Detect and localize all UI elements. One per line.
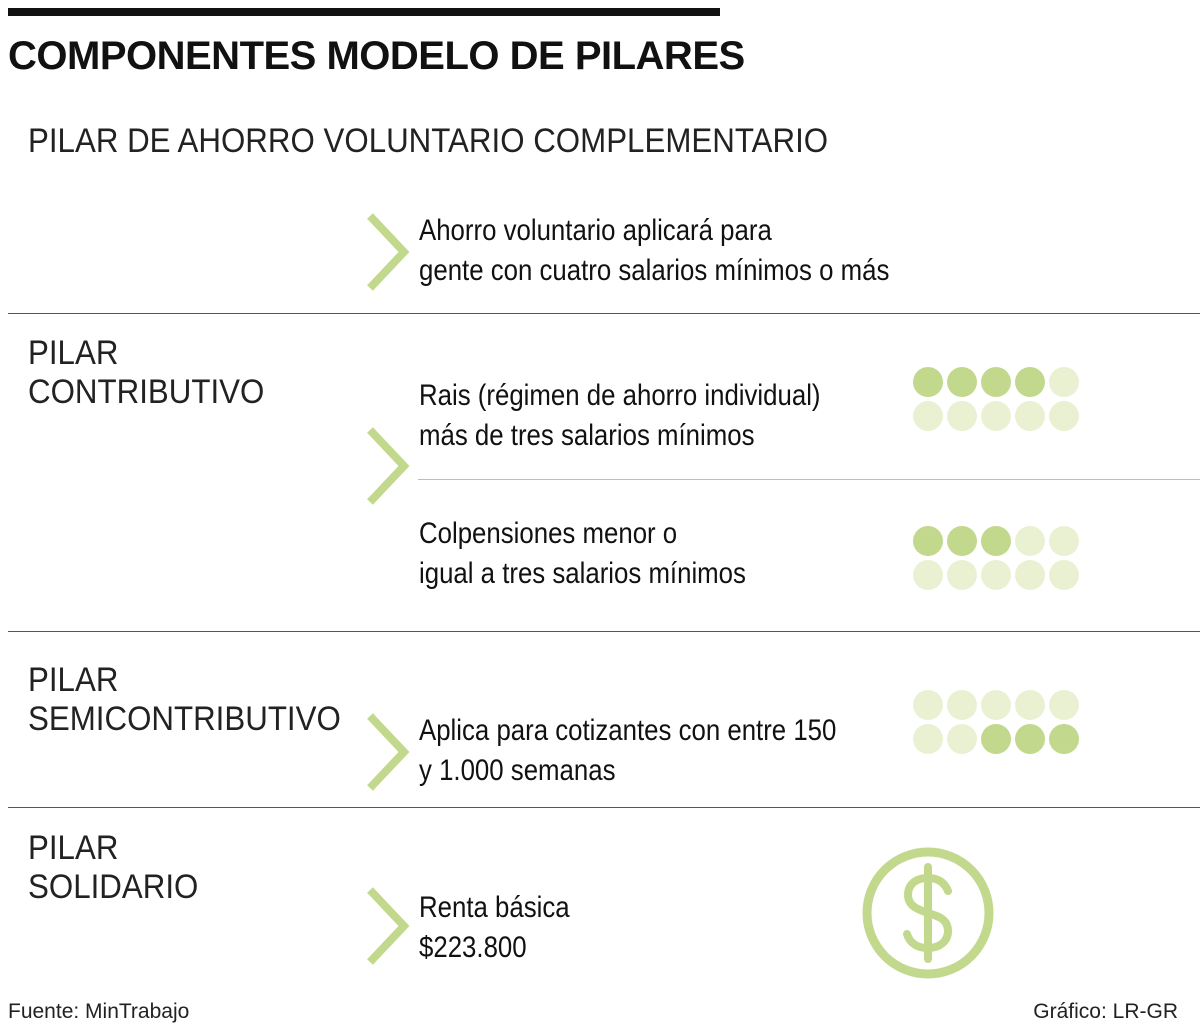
dot-filled (1015, 367, 1045, 397)
colpensiones-desc: Colpensiones menor o igual a tres salari… (419, 514, 746, 594)
dot-empty (913, 724, 943, 754)
footer-source: Fuente: MinTrabajo (8, 1000, 190, 1023)
colpensiones-desc-line1: Colpensiones menor o (419, 517, 678, 550)
dot-filled (1015, 724, 1045, 754)
chevron-right-icon (367, 713, 410, 791)
dot-filled (981, 526, 1011, 556)
semicontributivo-dot-gauge (913, 690, 1079, 754)
pillar-voluntario-label: PILAR DE AHORRO VOLUNTARIO COMPLEMENTARI… (28, 122, 828, 161)
rais-desc: Rais (régimen de ahorro individual) más … (419, 376, 821, 456)
page-title: COMPONENTES MODELO DE PILARES (8, 34, 745, 78)
pillar-voluntario-desc-line1: Ahorro voluntario aplicará para (419, 214, 772, 247)
dot-empty (913, 401, 943, 431)
pillar-solidario-label: PILAR SOLIDARIO (28, 829, 198, 907)
section-divider (8, 631, 1200, 632)
chevron-right-icon (367, 887, 410, 965)
pillar-contributivo-label: PILAR CONTRIBUTIVO (28, 334, 264, 412)
title-bar (8, 8, 720, 16)
pillar-contributivo-label-line1: PILAR (28, 334, 119, 372)
pillar-semicontributivo-label: PILAR SEMICONTRIBUTIVO (28, 661, 341, 739)
dot-filled (981, 367, 1011, 397)
dot-empty (1049, 526, 1079, 556)
dot-empty (981, 401, 1011, 431)
rais-desc-line1: Rais (régimen de ahorro individual) (419, 379, 821, 412)
solidario-desc: Renta básica $223.800 (419, 888, 570, 968)
dot-empty (981, 560, 1011, 590)
subsection-divider (418, 479, 1200, 480)
pillar-solidario-label-line1: PILAR (28, 829, 119, 867)
dot-empty (1049, 367, 1079, 397)
pillar-voluntario-desc: Ahorro voluntario aplicará para gente co… (419, 211, 889, 291)
colpensiones-dot-gauge (913, 526, 1079, 590)
colpensiones-desc-line2: igual a tres salarios mínimos (419, 557, 746, 590)
dot-empty (1015, 560, 1045, 590)
dollar-icon (862, 847, 994, 979)
solidario-desc-line1: Renta básica (419, 891, 570, 924)
pillar-solidario-label-line2: SOLIDARIO (28, 868, 199, 906)
dot-filled (947, 367, 977, 397)
rais-dot-gauge (913, 367, 1079, 431)
semicontributivo-desc-line1: Aplica para cotizantes con entre 150 (419, 714, 837, 747)
dot-empty (981, 690, 1011, 720)
pillar-voluntario-desc-line2: gente con cuatro salarios mínimos o más (419, 254, 890, 287)
rais-desc-line2: más de tres salarios mínimos (419, 419, 755, 452)
dot-empty (1015, 690, 1045, 720)
dot-empty (1015, 401, 1045, 431)
dot-empty (913, 690, 943, 720)
dot-empty (1015, 526, 1045, 556)
dot-filled (947, 526, 977, 556)
dot-empty (1049, 560, 1079, 590)
pillar-semicontributivo-label-line1: PILAR (28, 661, 119, 699)
chevron-right-icon (367, 213, 410, 291)
dot-filled (1049, 724, 1079, 754)
pillar-semicontributivo-label-line2: SEMICONTRIBUTIVO (28, 700, 341, 738)
dot-empty (947, 690, 977, 720)
dot-empty (947, 560, 977, 590)
pillar-contributivo-label-line2: CONTRIBUTIVO (28, 373, 265, 411)
dot-empty (1049, 401, 1079, 431)
semicontributivo-desc: Aplica para cotizantes con entre 150 y 1… (419, 711, 836, 791)
dot-empty (1049, 690, 1079, 720)
solidario-desc-line2: $223.800 (419, 931, 527, 964)
dot-filled (981, 724, 1011, 754)
section-divider (8, 313, 1200, 314)
semicontributivo-desc-line2: y 1.000 semanas (419, 754, 616, 787)
section-divider (8, 807, 1200, 808)
chevron-right-icon (367, 427, 410, 505)
dot-empty (947, 724, 977, 754)
dot-filled (913, 526, 943, 556)
dot-empty (913, 560, 943, 590)
dot-filled (913, 367, 943, 397)
footer-credit: Gráfico: LR-GR (1033, 1000, 1178, 1023)
dot-empty (947, 401, 977, 431)
pillar-voluntario-label-text: PILAR DE AHORRO VOLUNTARIO COMPLEMENTARI… (28, 122, 829, 160)
